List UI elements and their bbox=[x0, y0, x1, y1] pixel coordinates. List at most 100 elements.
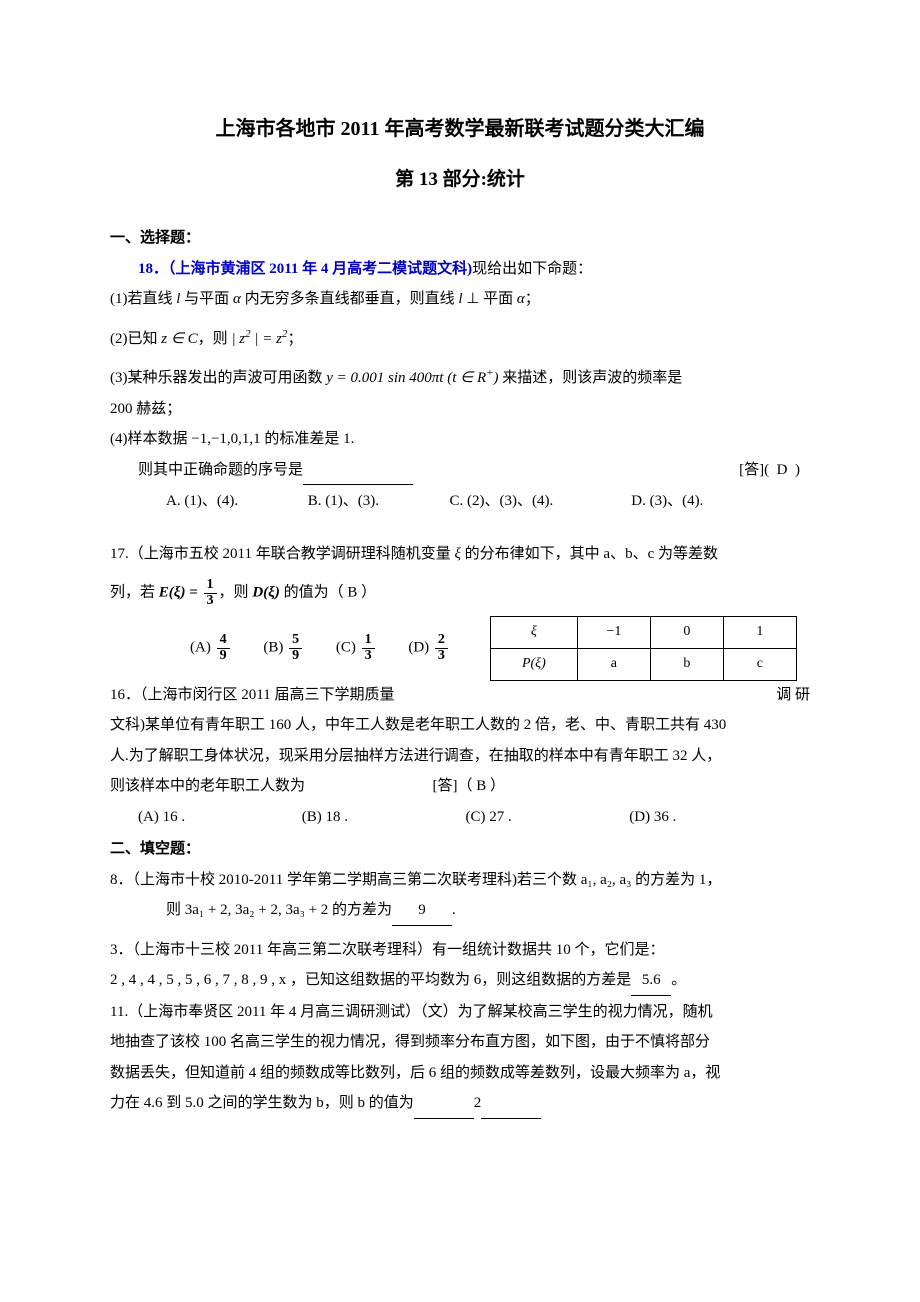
q17-ht-a: 随机变量 bbox=[391, 546, 455, 562]
th-P: P(ξ) bbox=[490, 649, 577, 681]
q17-optD: (D) bbox=[408, 640, 429, 656]
q8-line2: 则 3a₁ + 2, 3a₂ + 2, 3a₃ + 2 的方差为 9 . bbox=[110, 896, 810, 926]
sym-alpha2: α bbox=[517, 291, 525, 307]
q11-answer-pre bbox=[414, 1089, 474, 1119]
q17-optB: (B) bbox=[263, 640, 283, 656]
q11-line2: 地抽查了该校 100 名高三学生的视力情况，得到频率分布直方图，如下图，由于不慎… bbox=[110, 1028, 810, 1057]
q16-optB: (B) 18 . bbox=[302, 803, 462, 832]
q16-optD: (D) 36 . bbox=[629, 803, 676, 832]
td-c3: 1 bbox=[723, 617, 796, 649]
q18: 18．（上海市黄浦区 2011 年 4 月高考二模试题文科)现给出如下命题： bbox=[110, 255, 810, 284]
q18-item3-b: 来描述，则该声波的频率是 bbox=[499, 370, 683, 386]
q17-l2b: ，则 bbox=[219, 585, 253, 601]
table-row: ξ −1 0 1 bbox=[490, 617, 796, 649]
q16-choices: (A) 16 . (B) 18 . (C) 27 . (D) 36 . bbox=[110, 803, 810, 832]
q3-l2end: 。 bbox=[671, 972, 686, 988]
q3-l2a: 2 , 4 , 4 , 5 , 5 , 6 , 7 , 8 , 9 , x ，已… bbox=[110, 972, 631, 988]
q11-line3: 数据丢失，但知道前 4 组的频数成等比数列，后 6 组的频数成等差数列，设最大频… bbox=[110, 1059, 810, 1088]
E-num: 1 bbox=[204, 578, 217, 594]
section-heading-mc: 一、选择题： bbox=[110, 224, 810, 253]
q17-line2: 列，若 E(ξ) = 13，则 D(ξ) 的值为（ B ） bbox=[110, 578, 810, 608]
q16-body1: 文科)某单位有青年职工 160 人，中年工人数是老年职工人数的 2 倍，老、中、… bbox=[110, 711, 810, 740]
q17-optA: (A) bbox=[190, 640, 211, 656]
q16-optA: (A) 16 . bbox=[138, 803, 298, 832]
td-c2: 0 bbox=[650, 617, 723, 649]
q18-ans-letter: D bbox=[777, 462, 788, 478]
q16-optC: (C) 27 . bbox=[466, 803, 626, 832]
sym-alpha: α bbox=[233, 291, 241, 307]
E-den: 3 bbox=[204, 594, 217, 609]
q8-header: 8．（上海市十校 2010-2011 学年第二学期高三第二次联考理科) bbox=[110, 872, 517, 888]
expr-zC: z ∈ C bbox=[161, 331, 197, 347]
q18-ans-suf: ) bbox=[795, 462, 800, 478]
q18-answer: [答]( D ) bbox=[739, 456, 810, 485]
q18-item1-d: ⊥ 平面 bbox=[463, 291, 517, 307]
oD-n: 2 bbox=[435, 633, 448, 649]
q18-item2-a: (2)已知 bbox=[110, 331, 161, 347]
q8-tail: 若三个数 a₁, a₂, a₃ 的方差为 1， bbox=[517, 872, 721, 888]
q11-answer-post bbox=[481, 1089, 541, 1119]
q18-ans-pre: [答]( bbox=[739, 462, 769, 478]
q3-header: 3．（上海市十三校 2011 年高三第二次联考理科） bbox=[110, 942, 432, 958]
q18-optB: B. (1)、(3). bbox=[308, 487, 446, 516]
q3-answer: 5.6 bbox=[631, 966, 671, 996]
q18-optD: D. (3)、(4). bbox=[631, 487, 703, 516]
td-c1: −1 bbox=[577, 617, 650, 649]
th-xi: ξ bbox=[490, 617, 577, 649]
q17-line1: 17.（上海市五校 2011 年联合教学调研理科随机变量 ξ 的分布律如下，其中… bbox=[110, 540, 810, 569]
oC-d: 3 bbox=[362, 649, 375, 664]
q8-l2a: 则 3a₁ + 2, 3a₂ + 2, 3a₃ + 2 的方差为 bbox=[166, 902, 392, 918]
oB-d: 9 bbox=[289, 649, 302, 664]
q16-pre: 16．（上海市闵行区 2011 届高三下学期质量 bbox=[110, 681, 394, 710]
document-page: 上海市各地市 2011 年高考数学最新联考试题分类大汇编 第 13 部分:统计 … bbox=[0, 0, 920, 1302]
q18-header: 18．（上海市黄浦区 2011 年 4 月高考二模试题文科) bbox=[138, 261, 472, 277]
q18-choices: A. (1)、(4). B. (1)、(3). C. (2)、(3)、(4). … bbox=[110, 487, 810, 516]
page-subtitle: 第 13 部分:统计 bbox=[110, 162, 810, 198]
td-c: c bbox=[723, 649, 796, 681]
q18-item3-a: (3)某种乐器发出的声波可用函数 bbox=[110, 370, 326, 386]
q16-body2: 人.为了解职工身体状况，现采用分层抽样方法进行调查，在抽取的样本中有青年职工 3… bbox=[110, 742, 810, 771]
distribution-table: ξ −1 0 1 P(ξ) a b c bbox=[490, 616, 797, 680]
q18-item3b: 200 赫兹； bbox=[110, 395, 810, 424]
q18-item4: (4)样本数据 −1,−1,0,1,1 的标准差是 1. bbox=[110, 425, 810, 454]
q3-tail: 有一组统计数据共 10 个，它们是： bbox=[432, 942, 665, 958]
q17-l2c: 的值为（ B ） bbox=[280, 585, 376, 601]
q18-item1-e: ； bbox=[525, 291, 540, 307]
q16-header-row: 16．（上海市闵行区 2011 届高三下学期质量 调 研 bbox=[110, 681, 810, 710]
q18-item1-a: (1)若直线 bbox=[110, 291, 176, 307]
q18-stem: 则其中正确命题的序号是 bbox=[138, 462, 303, 478]
expr-D: D(ξ) bbox=[252, 585, 280, 601]
td-a: a bbox=[577, 649, 650, 681]
q18-item1-c: 内无穷多条直线都垂直，则直线 bbox=[241, 291, 459, 307]
q3-ans-val: 5.6 bbox=[642, 972, 661, 988]
q11-l4a: 力在 4.6 到 5.0 之间的学生数为 b，则 b 的值为 bbox=[110, 1095, 414, 1111]
oC-n: 1 bbox=[362, 633, 375, 649]
q11-ans-val: 2 bbox=[474, 1095, 482, 1111]
expr-y: y = 0.001 sin 400πt (t ∈ R+) bbox=[326, 370, 498, 386]
section-heading-fill: 二、填空题： bbox=[110, 835, 810, 864]
td-b: b bbox=[650, 649, 723, 681]
q17-options-row: (A) 49 (B) 59 (C) 13 (D) 23 ξ −1 0 1 P(ξ… bbox=[110, 616, 810, 680]
q16-pre-tail: 调 研 bbox=[776, 681, 810, 710]
q17-ht-b: 的分布律如下，其中 a、b、c 为等差数 bbox=[461, 546, 718, 562]
page-title: 上海市各地市 2011 年高考数学最新联考试题分类大汇编 bbox=[110, 110, 810, 148]
oD-d: 3 bbox=[435, 649, 448, 664]
oA-d: 9 bbox=[217, 649, 230, 664]
q8-l2end: . bbox=[452, 902, 456, 918]
q11-header: 11.（上海市奉贤区 2011 年 4 月高三调研测试） bbox=[110, 1004, 420, 1020]
q11-line4: 力在 4.6 到 5.0 之间的学生数为 b，则 b 的值为 2 bbox=[110, 1089, 810, 1119]
q8-line1: 8．（上海市十校 2010-2011 学年第二学期高三第二次联考理科)若三个数 … bbox=[110, 866, 810, 895]
q16-body3-b: [答]（ B ） bbox=[433, 778, 506, 794]
table-row: P(ξ) a b c bbox=[490, 649, 796, 681]
q18-item2-c: ； bbox=[288, 331, 303, 347]
expr-E: E(ξ) = bbox=[159, 585, 202, 601]
q18-optA: A. (1)、(4). bbox=[166, 487, 304, 516]
q11-line1: 11.（上海市奉贤区 2011 年 4 月高三调研测试）（文）为了解某校高三学生… bbox=[110, 998, 810, 1027]
q18-blank bbox=[303, 456, 413, 486]
q8-ans-val: 9 bbox=[418, 902, 426, 918]
q11-tail: （文）为了解某校高三学生的视力情况，随机 bbox=[420, 1004, 713, 1020]
q18-item2-b: ，则 bbox=[198, 331, 232, 347]
q17-l2a: 列，若 bbox=[110, 585, 159, 601]
q18-header-tail: 现给出如下命题： bbox=[472, 261, 592, 277]
q3-line1: 3．（上海市十三校 2011 年高三第二次联考理科）有一组统计数据共 10 个，… bbox=[110, 936, 810, 965]
